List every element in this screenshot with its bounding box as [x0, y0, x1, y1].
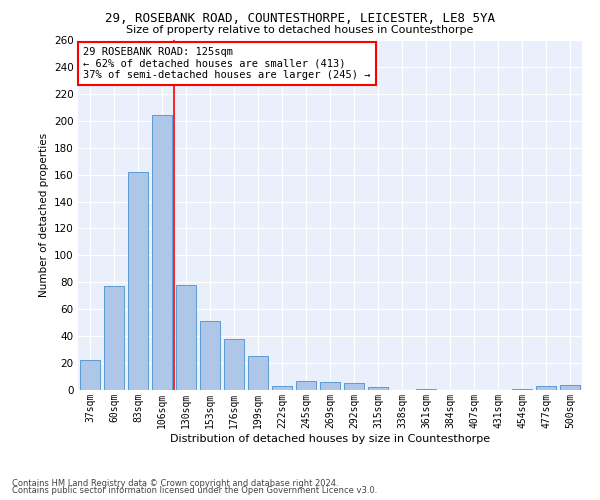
Text: Contains HM Land Registry data © Crown copyright and database right 2024.: Contains HM Land Registry data © Crown c…	[12, 478, 338, 488]
Bar	[416, 388, 436, 390]
Bar	[512, 388, 532, 390]
Bar	[176, 285, 196, 390]
Text: 29, ROSEBANK ROAD, COUNTESTHORPE, LEICESTER, LE8 5YA: 29, ROSEBANK ROAD, COUNTESTHORPE, LEICES…	[105, 12, 495, 26]
Bar	[368, 388, 388, 390]
Bar	[200, 322, 220, 390]
Bar	[344, 384, 364, 390]
Bar	[248, 356, 268, 390]
Bar	[80, 360, 100, 390]
Bar	[104, 286, 124, 390]
X-axis label: Distribution of detached houses by size in Countesthorpe: Distribution of detached houses by size …	[170, 434, 490, 444]
Y-axis label: Number of detached properties: Number of detached properties	[38, 133, 49, 297]
Bar	[272, 386, 292, 390]
Bar	[128, 172, 148, 390]
Bar	[560, 384, 580, 390]
Text: Size of property relative to detached houses in Countesthorpe: Size of property relative to detached ho…	[127, 25, 473, 35]
Bar	[152, 116, 172, 390]
Text: 29 ROSEBANK ROAD: 125sqm
← 62% of detached houses are smaller (413)
37% of semi-: 29 ROSEBANK ROAD: 125sqm ← 62% of detach…	[83, 47, 371, 80]
Bar	[536, 386, 556, 390]
Bar	[320, 382, 340, 390]
Text: Contains public sector information licensed under the Open Government Licence v3: Contains public sector information licen…	[12, 486, 377, 495]
Bar	[224, 339, 244, 390]
Bar	[296, 380, 316, 390]
